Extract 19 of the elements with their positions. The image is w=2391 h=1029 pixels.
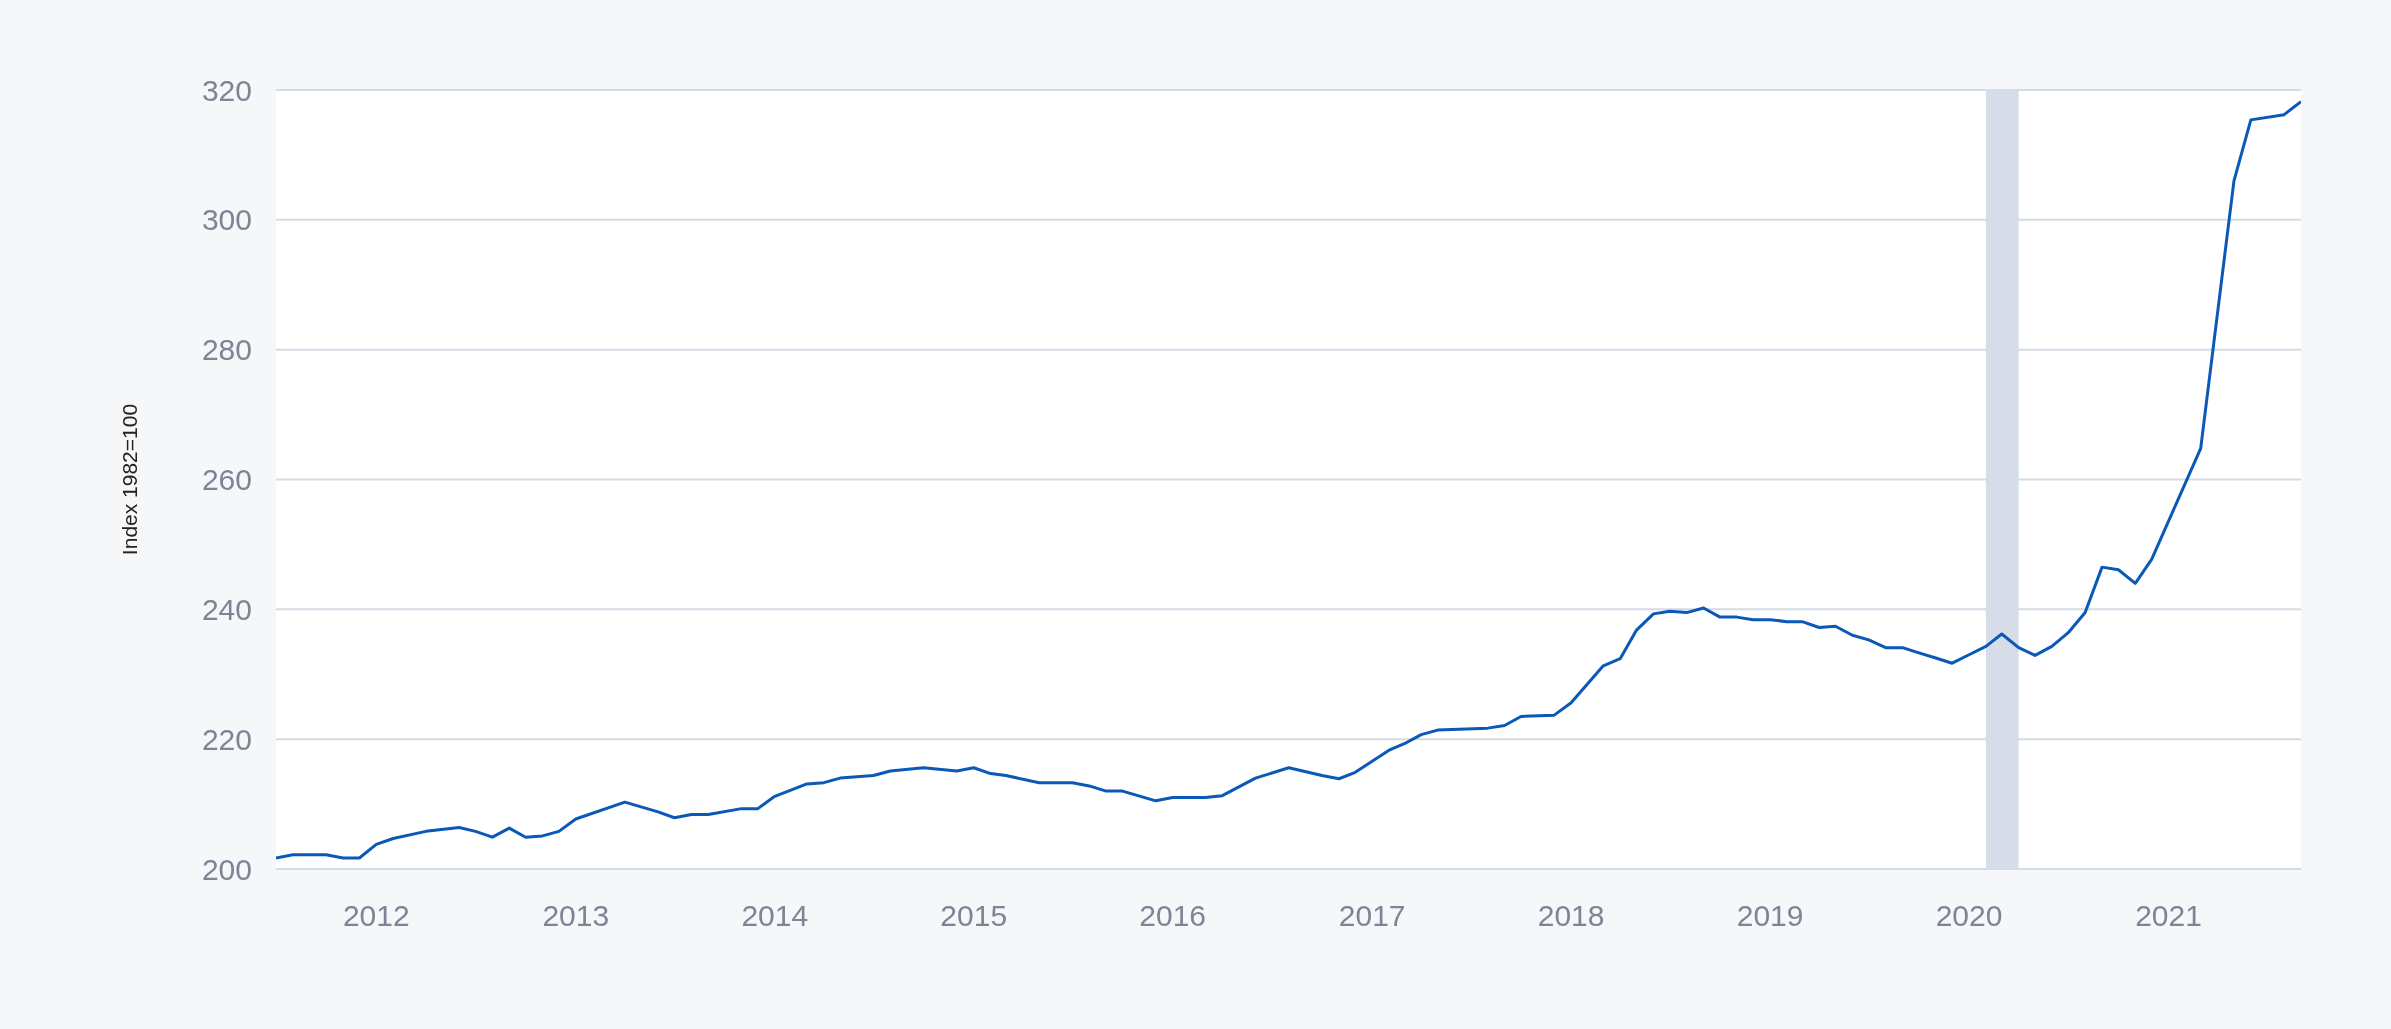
y-tick-label: 300 [201, 203, 252, 237]
x-tick-label: 2018 [1537, 899, 1605, 933]
y-tick-label: 240 [201, 592, 252, 626]
x-tick-label: 2021 [2135, 899, 2202, 933]
line-series [276, 100, 2301, 860]
x-tick-label: 2012 [342, 899, 410, 933]
y-axis-title: Index 1982=100 [118, 403, 142, 556]
x-tick-label: 2015 [940, 899, 1008, 933]
x-tick-label: 2017 [1338, 899, 1406, 933]
x-tick-label: 2019 [1736, 899, 1804, 933]
x-tick-label: 2020 [1935, 899, 2003, 933]
y-tick-label: 220 [201, 722, 252, 756]
y-tick-label: 280 [201, 333, 252, 367]
y-tick-label: 260 [201, 463, 252, 497]
y-tick-label: 200 [201, 852, 252, 886]
x-tick-label: 2014 [741, 899, 809, 933]
y-tick-label: 320 [201, 73, 252, 107]
x-tick-label: 2013 [542, 899, 610, 933]
x-tick-label: 2016 [1139, 899, 1207, 933]
